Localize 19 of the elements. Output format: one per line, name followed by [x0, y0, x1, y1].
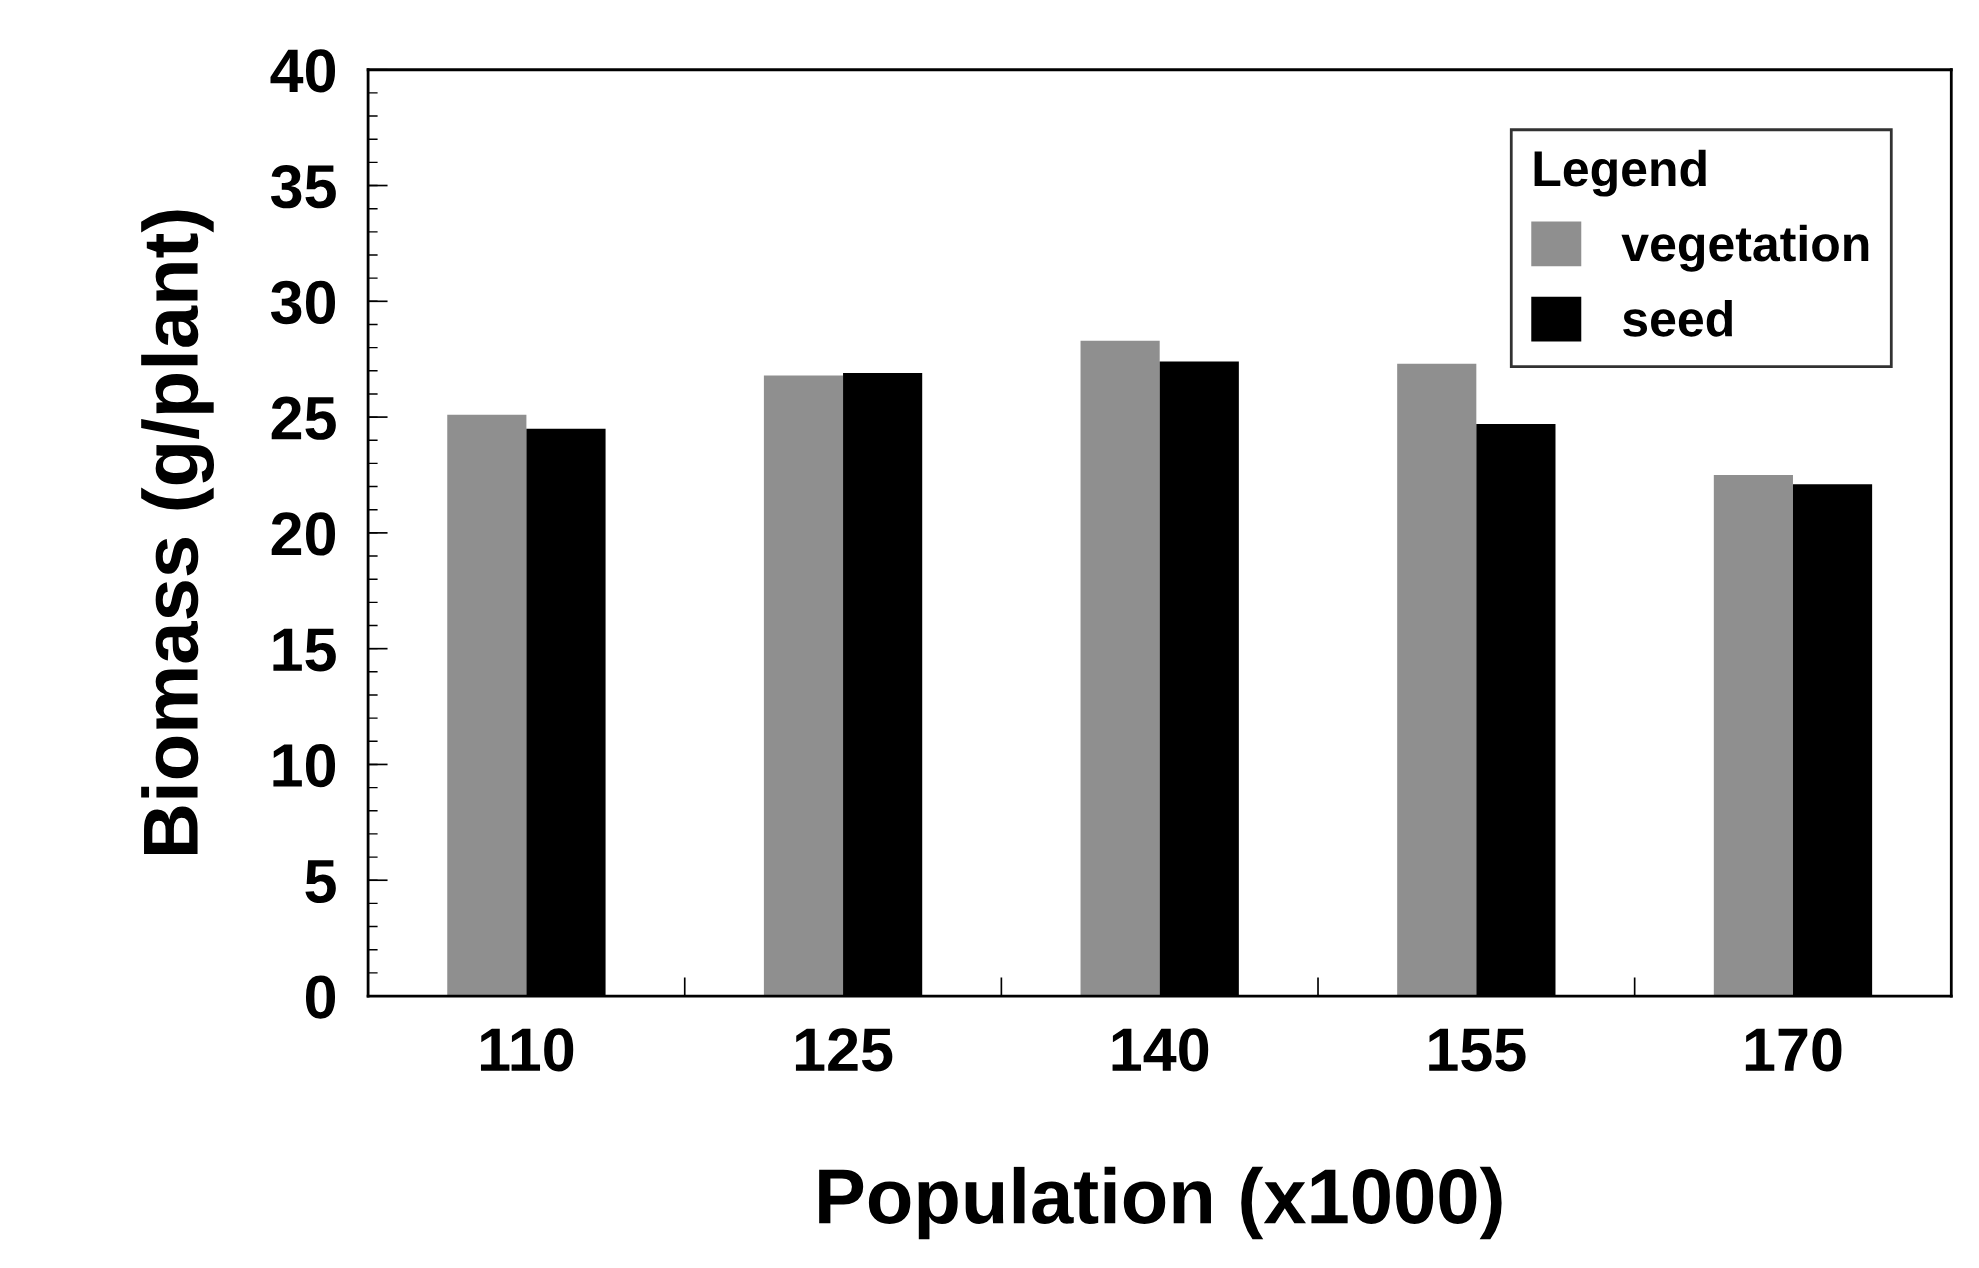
y-tick-label: 0 — [305, 975, 336, 1019]
y-tick-label: 35 — [270, 164, 336, 209]
x-tick-label: 140 — [1112, 1028, 1209, 1072]
y-tick-label: 30 — [270, 280, 336, 325]
legend-title: Legend — [1534, 149, 1706, 197]
x-tick-label: 155 — [1429, 1028, 1526, 1072]
y-tick-label: 20 — [271, 512, 336, 556]
y-axis-title: Biomass (g/plant) — [141, 210, 215, 854]
y-tick-label: 10 — [273, 743, 336, 788]
y-tick-label: 25 — [271, 396, 336, 440]
x-tick-label: 110 — [480, 1028, 574, 1072]
x-axis-title: Population (x1000) — [819, 1166, 1502, 1240]
legend-label: vegetation — [1621, 224, 1869, 272]
y-tick-label: 5 — [305, 860, 336, 903]
x-tick-label: 125 — [795, 1028, 893, 1072]
legend-label: seed — [1623, 299, 1732, 337]
y-tick-label: 40 — [270, 49, 336, 93]
y-tick-label: 15 — [273, 628, 336, 672]
x-tick-label: 170 — [1745, 1028, 1842, 1072]
